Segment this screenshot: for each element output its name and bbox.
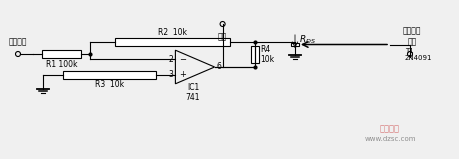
Text: T1
2N4091: T1 2N4091	[404, 48, 431, 61]
Text: $R_{DS}$: $R_{DS}$	[298, 33, 315, 46]
Text: −: −	[179, 55, 186, 64]
Text: 3: 3	[168, 70, 173, 79]
Bar	[41, 50, 81, 58]
Bar	[251, 46, 258, 63]
Text: www.dzsc.com: www.dzsc.com	[364, 136, 415, 142]
Bar	[114, 38, 230, 46]
Text: +: +	[179, 70, 186, 79]
Text: R1 100k: R1 100k	[45, 60, 77, 69]
Text: R3  10k: R3 10k	[95, 80, 123, 89]
Text: 6: 6	[216, 62, 221, 72]
Text: 2: 2	[168, 55, 173, 64]
Text: IC1
741: IC1 741	[185, 83, 200, 102]
Text: 控制电压
输入: 控制电压 输入	[402, 27, 420, 46]
Text: R2  10k: R2 10k	[157, 28, 187, 37]
Text: 信号输入: 信号输入	[9, 37, 27, 46]
Text: 输出: 输出	[218, 32, 227, 41]
Bar	[291, 43, 298, 46]
Text: 维库一下: 维库一下	[379, 124, 399, 134]
Text: R4
10k: R4 10k	[259, 45, 274, 64]
Bar	[63, 71, 155, 79]
